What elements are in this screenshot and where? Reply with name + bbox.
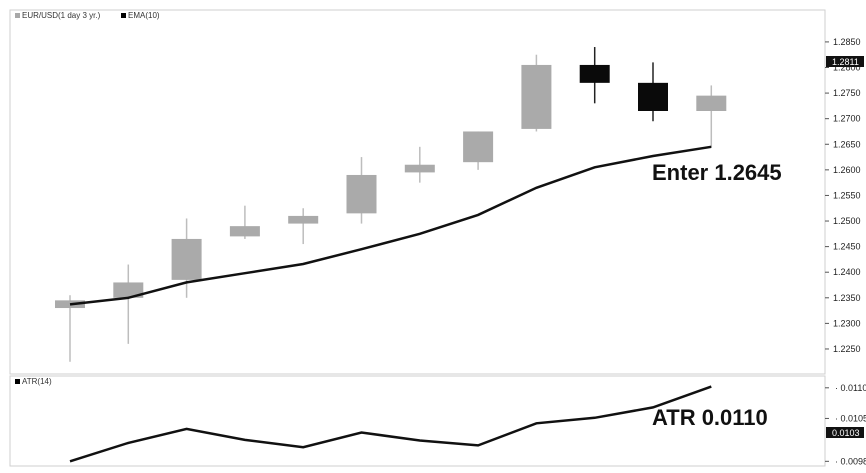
price-legend: EUR/USD(1 day 3 yr.) EMA(10): [15, 11, 160, 20]
price-tick-label: 1.2300: [833, 318, 861, 328]
price-panel-border: [9, 9, 826, 375]
candle: [171, 218, 202, 298]
atr-legend: ATR(14): [15, 377, 52, 386]
candle-body: [113, 282, 144, 298]
candle-body: [288, 215, 319, 224]
current-price-tag: 1.2811: [826, 56, 864, 67]
candle: [346, 157, 377, 224]
candle: [113, 264, 144, 344]
legend-label-ema: EMA(10): [128, 11, 160, 20]
candle: [229, 205, 260, 239]
current-atr-tag-box: [826, 427, 864, 438]
candle: [521, 54, 552, 132]
candle-body: [638, 82, 668, 111]
candles-layer: [55, 47, 727, 362]
candle-body: [404, 164, 435, 173]
price-tick-label: 1.2600: [833, 165, 861, 175]
price-tick-label: 1.2850: [833, 37, 861, 47]
atr-tick-label: · 0.0098: [835, 456, 866, 466]
candle-body: [696, 95, 727, 111]
current-price-tag-box: [826, 56, 864, 67]
candle: [55, 295, 85, 362]
candle: [696, 85, 727, 147]
price-tick-label: 1.2800: [833, 63, 861, 73]
candle-body: [171, 238, 202, 280]
candle-body: [346, 174, 377, 214]
atr-tick-label: · 0.0105: [835, 413, 866, 423]
candle: [579, 47, 610, 104]
atr-line: [69, 385, 712, 463]
candle: [288, 208, 319, 245]
current-atr-tag-label: 0.0103: [832, 428, 860, 438]
price-tick-label: 1.2650: [833, 139, 861, 149]
candle-body: [229, 226, 260, 237]
candle-body: [463, 131, 494, 163]
legend-label-atr: ATR(14): [22, 377, 52, 386]
price-tick-label: 1.2250: [833, 344, 861, 354]
atr-tick-label: · 0.0110: [835, 383, 866, 393]
candle-body: [521, 64, 552, 129]
current-atr-tag: 0.0103: [826, 427, 864, 438]
legend-swatch-eurusd: [15, 13, 20, 18]
ema-line: [69, 145, 712, 306]
atr-annotation: ATR 0.0110: [652, 405, 768, 430]
current-price-tag-label: 1.2811: [832, 57, 859, 67]
price-tick-label: 1.2400: [833, 267, 861, 277]
candle: [404, 146, 435, 183]
price-tick-label: 1.2450: [833, 242, 861, 252]
candle: [463, 131, 494, 170]
price-tick-label: 1.2750: [833, 88, 861, 98]
price-tick-label: 1.2500: [833, 216, 861, 226]
entry-annotation: Enter 1.2645: [652, 160, 782, 185]
atr-panel-border: [9, 375, 826, 467]
legend-swatch-atr: [15, 379, 20, 384]
legend-swatch-ema: [121, 13, 126, 18]
legend-label-eurusd: EUR/USD(1 day 3 yr.): [22, 11, 101, 20]
atr-axis: · 0.0110 · 0.0105 · 0.0098: [825, 383, 866, 466]
price-tick-label: 1.2700: [833, 114, 861, 124]
candle-body: [579, 64, 610, 83]
price-tick-label: 1.2350: [833, 293, 861, 303]
price-tick-label: 1.2550: [833, 190, 861, 200]
price-axis: 1.2850 1.2800 1.2750 1.2700 1.2650 1.2600 1.25…: [825, 37, 861, 354]
candle: [638, 62, 668, 122]
